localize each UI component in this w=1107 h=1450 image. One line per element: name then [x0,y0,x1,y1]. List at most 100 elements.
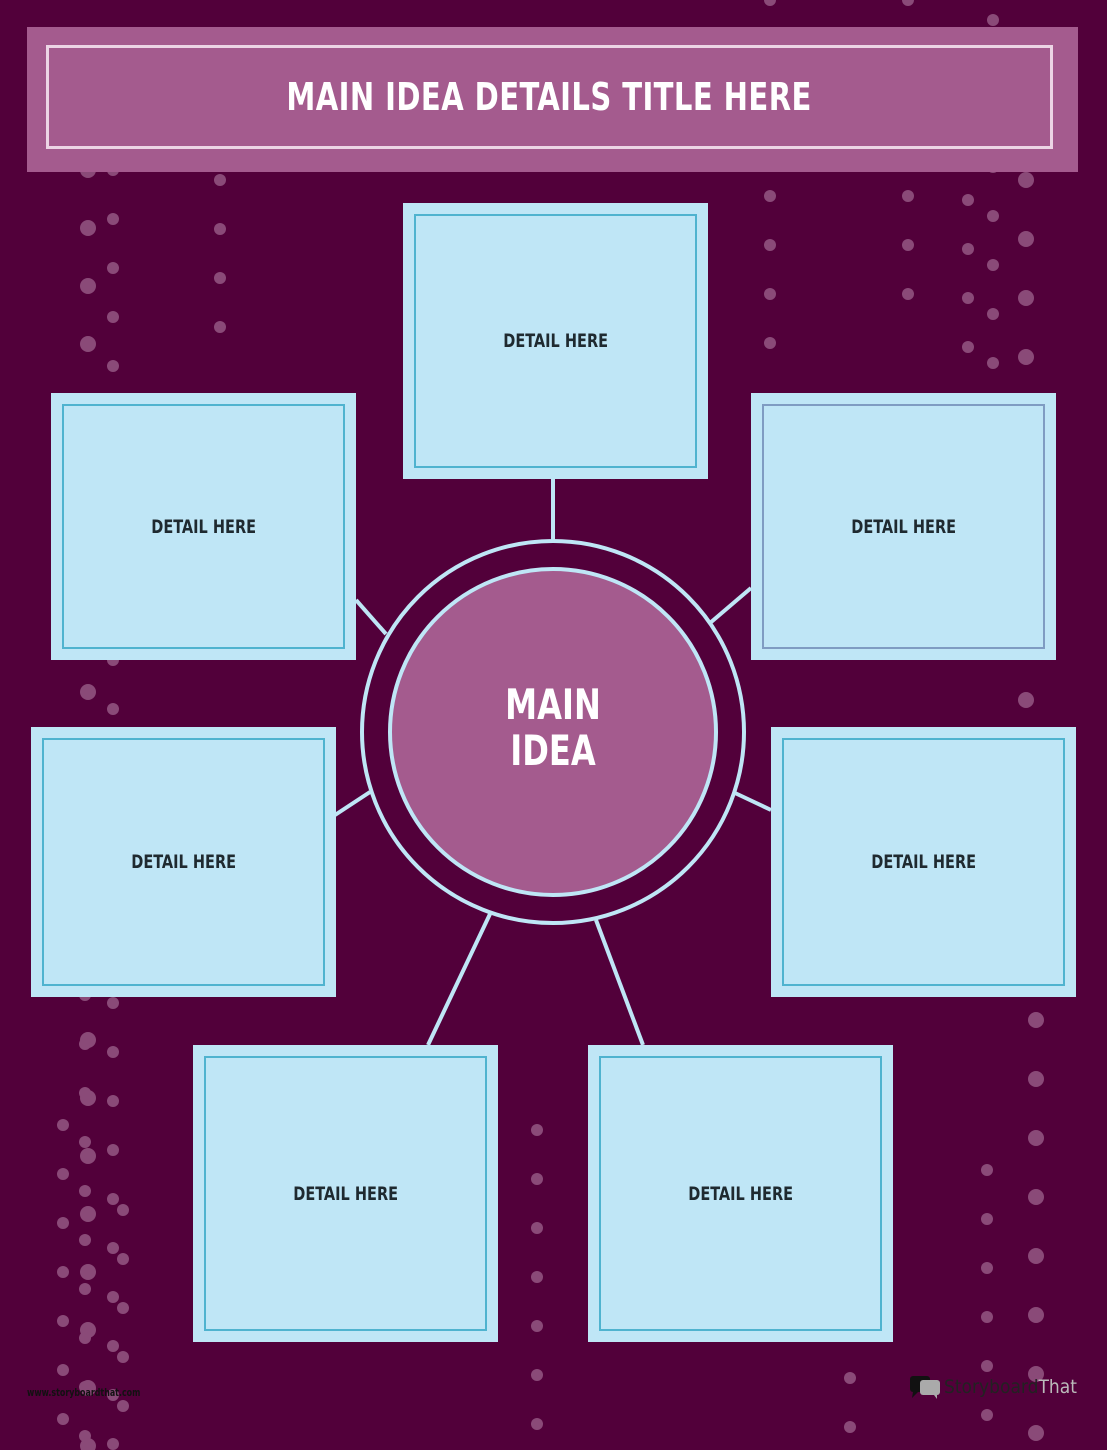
decorative-dot [531,1173,543,1185]
speech-bubbles-icon [910,1376,940,1399]
decorative-dot [531,1369,543,1381]
decorative-dot [117,1253,129,1265]
decorative-dot [987,308,999,320]
connector-bottom-left [426,913,492,1046]
decorative-dot [1018,172,1034,188]
decorative-dot [1028,1012,1044,1028]
decorative-dot [107,311,119,323]
decorative-dot [1028,1071,1044,1087]
logo-text: StoryboardThat [944,1376,1077,1398]
decorative-dot [902,239,914,251]
decorative-dot [79,1136,91,1148]
storyboardthat-logo: StoryboardThat [910,1375,1077,1399]
detail-frame: DETAIL HERE [599,1056,882,1331]
decorative-dot [107,1144,119,1156]
main-idea-text[interactable]: MAIN IDEA [505,680,601,775]
decorative-dot [107,1242,119,1254]
decorative-dot [1018,290,1034,306]
detail-box-middle-left[interactable]: DETAIL HERE [31,727,336,997]
decorative-dot [80,1264,96,1280]
decorative-dot [1028,1366,1044,1382]
decorative-dot [1028,1130,1044,1146]
title-frame: MAIN IDEA DETAILS TITLE HERE [46,45,1053,149]
decorative-dot [962,292,974,304]
decorative-dot [80,278,96,294]
decorative-dot [902,288,914,300]
decorative-dot [531,1418,543,1430]
detail-text[interactable]: DETAIL HERE [688,1182,793,1205]
decorative-dot [987,210,999,222]
connector-upper-left [354,598,388,636]
detail-text[interactable]: DETAIL HERE [851,515,956,538]
decorative-dot [107,1438,119,1450]
detail-text[interactable]: DETAIL HERE [151,515,256,538]
detail-box-bottom-left[interactable]: DETAIL HERE [193,1045,498,1342]
decorative-dot [214,174,226,186]
connector-middle-right [734,791,772,812]
decorative-dot [57,1413,69,1425]
detail-text[interactable]: DETAIL HERE [871,851,976,873]
logo-that: That [1038,1376,1077,1398]
decorative-dot [987,357,999,369]
decorative-dot [57,1315,69,1327]
decorative-dot [79,1087,91,1099]
decorative-dot [1018,349,1034,365]
decorative-dot [107,360,119,372]
detail-box-middle-right[interactable]: DETAIL HERE [771,727,1076,997]
decorative-dot [79,1038,91,1050]
detail-frame: DETAIL HERE [762,404,1045,649]
page-title[interactable]: MAIN IDEA DETAILS TITLE HERE [286,75,813,119]
decorative-dot [107,997,119,1009]
decorative-dot [80,684,96,700]
decorative-dot [79,1283,91,1295]
connector-middle-left [333,790,372,817]
decorative-dot [57,1168,69,1180]
detail-box-top[interactable]: DETAIL HERE [403,203,708,479]
decorative-dot [1028,1307,1044,1323]
decorative-dot [117,1351,129,1363]
decorative-dot [962,194,974,206]
decorative-dot [764,239,776,251]
decorative-dot [962,243,974,255]
decorative-dot [531,1222,543,1234]
decorative-dot [1018,231,1034,247]
decorative-dot [107,262,119,274]
decorative-dot [107,1095,119,1107]
decorative-dot [902,0,914,6]
decorative-dot [79,1185,91,1197]
decorative-dot [844,1421,856,1433]
decorative-dot [981,1164,993,1176]
decorative-dot [531,1124,543,1136]
decorative-dot [764,0,776,6]
decorative-dot [80,220,96,236]
decorative-dot [981,1409,993,1421]
detail-frame: DETAIL HERE [204,1056,487,1331]
detail-frame: DETAIL HERE [42,738,325,986]
decorative-dot [987,259,999,271]
decorative-dot [57,1364,69,1376]
detail-text[interactable]: DETAIL HERE [131,851,236,873]
center-circle [388,567,718,897]
detail-text[interactable]: DETAIL HERE [293,1182,398,1205]
detail-box-upper-right[interactable]: DETAIL HERE [751,393,1056,660]
detail-box-bottom-right[interactable]: DETAIL HERE [588,1045,893,1342]
detail-box-upper-left[interactable]: DETAIL HERE [51,393,356,660]
decorative-dot [57,1217,69,1229]
footer-url: www.storyboardthat.com [27,1386,141,1399]
decorative-dot [117,1204,129,1216]
detail-text[interactable]: DETAIL HERE [503,330,608,352]
title-banner: MAIN IDEA DETAILS TITLE HERE [27,27,1078,172]
decorative-dot [57,1266,69,1278]
decorative-dot [79,1430,91,1442]
decorative-dot [962,341,974,353]
decorative-dot [981,1360,993,1372]
decorative-dot [79,1332,91,1344]
decorative-dot [764,190,776,202]
decorative-dot [1018,692,1034,708]
decorative-dot [214,272,226,284]
decorative-dot [981,1311,993,1323]
decorative-dot [531,1320,543,1332]
detail-frame: DETAIL HERE [62,404,345,649]
connectors [333,479,772,1046]
connector-bottom-right [594,919,645,1046]
